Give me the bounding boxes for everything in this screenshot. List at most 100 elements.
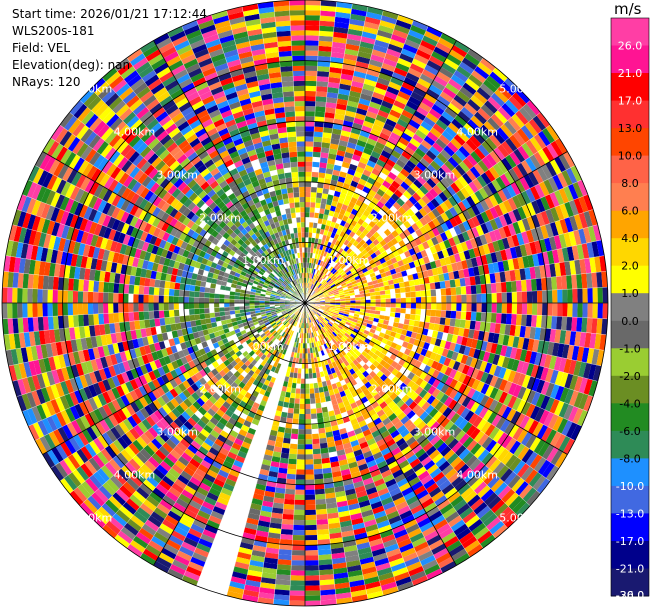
velocity-cell (331, 338, 337, 344)
velocity-cell (554, 156, 566, 173)
velocity-cell (497, 403, 508, 417)
velocity-cell (467, 544, 484, 558)
velocity-cell (358, 178, 367, 186)
velocity-cell (67, 303, 73, 316)
velocity-cell (488, 134, 502, 148)
velocity-cell (336, 98, 348, 106)
velocity-cell (405, 160, 417, 170)
velocity-cell (366, 68, 380, 78)
velocity-cells (2, 0, 608, 606)
velocity-cell (325, 102, 337, 109)
velocity-cell (468, 347, 476, 358)
velocity-cell (355, 267, 362, 273)
velocity-cell (477, 350, 486, 361)
velocity-cell (399, 334, 406, 341)
velocity-cell (480, 534, 496, 549)
velocity-cell (525, 139, 538, 155)
velocity-cell (305, 35, 319, 41)
velocity-cell (358, 98, 371, 107)
velocity-cell (331, 174, 339, 182)
velocity-cell (395, 307, 401, 313)
velocity-cell (487, 352, 496, 364)
velocity-cell (360, 299, 366, 303)
velocity-cell (338, 261, 345, 268)
velocity-cell (459, 61, 475, 75)
velocity-cell (432, 123, 445, 135)
velocity-cell (440, 310, 447, 318)
velocity-cell (368, 259, 375, 266)
velocity-cell (389, 392, 398, 401)
velocity-cell (345, 43, 360, 52)
velocity-cell (320, 321, 326, 327)
velocity-cell (305, 550, 319, 556)
velocity-cell (338, 312, 344, 316)
velocity-cell (343, 313, 349, 317)
velocity-cell (346, 235, 353, 242)
velocity-cell (193, 303, 200, 309)
velocity-cell (390, 149, 402, 159)
velocity-cell (441, 62, 457, 75)
velocity-cell (443, 145, 455, 157)
velocity-cell (389, 331, 397, 338)
velocity-cell (512, 371, 522, 385)
velocity-cell (526, 202, 536, 217)
velocity-cell (412, 326, 419, 334)
velocity-cell (461, 336, 468, 347)
velocity-cell (370, 209, 379, 217)
velocity-cell (429, 351, 437, 361)
velocity-cell (321, 327, 326, 333)
velocity-cell (520, 466, 534, 481)
velocity-cell (422, 342, 430, 351)
velocity-cell (391, 104, 404, 114)
velocity-cell (564, 373, 574, 389)
velocity-cell (173, 303, 179, 310)
velocity-cell (587, 303, 593, 319)
velocity-cell (379, 105, 392, 114)
velocity-cell (421, 303, 427, 310)
velocity-cell (324, 269, 329, 275)
velocity-cell (315, 313, 320, 318)
velocity-cell (384, 289, 391, 295)
velocity-cell (312, 227, 317, 234)
velocity-cell (526, 490, 541, 506)
velocity-cell (330, 254, 336, 261)
velocity-cell (98, 303, 104, 314)
velocity-cell (312, 309, 317, 314)
velocity-cell (314, 296, 319, 299)
velocity-cell (314, 306, 320, 309)
velocity-cell (528, 419, 539, 435)
velocity-cell (57, 290, 63, 303)
velocity-cell (305, 499, 316, 505)
velocity-cell (465, 78, 480, 92)
velocity-cell (426, 178, 437, 189)
velocity-cell (286, 473, 296, 480)
velocity-cell (416, 434, 427, 445)
velocity-cell (592, 364, 602, 382)
velocity-cell (501, 81, 516, 96)
velocity-cell (344, 388, 351, 396)
velocity-cell (286, 412, 294, 419)
velocity-cell (509, 347, 518, 360)
velocity-cell (305, 252, 308, 258)
velocity-cell (470, 338, 478, 349)
velocity-cell (419, 380, 428, 390)
velocity-cell (536, 424, 548, 440)
velocity-cell (349, 237, 356, 245)
velocity-cell (308, 237, 312, 243)
velocity-cell (338, 290, 344, 294)
velocity-cell (512, 221, 522, 235)
velocity-cell (406, 255, 414, 264)
velocity-cell (355, 356, 363, 363)
velocity-cell (423, 167, 434, 178)
velocity-cell (371, 429, 381, 438)
velocity-cell (472, 131, 486, 145)
velocity-cell (542, 127, 555, 144)
velocity-cell (406, 234, 415, 243)
velocity-cell (398, 215, 407, 224)
velocity-cell (338, 278, 345, 283)
velocity-cell (453, 270, 460, 280)
velocity-cell (430, 435, 441, 446)
velocity-cell (329, 308, 335, 311)
velocity-cell (372, 91, 385, 101)
velocity-cell (480, 468, 493, 482)
